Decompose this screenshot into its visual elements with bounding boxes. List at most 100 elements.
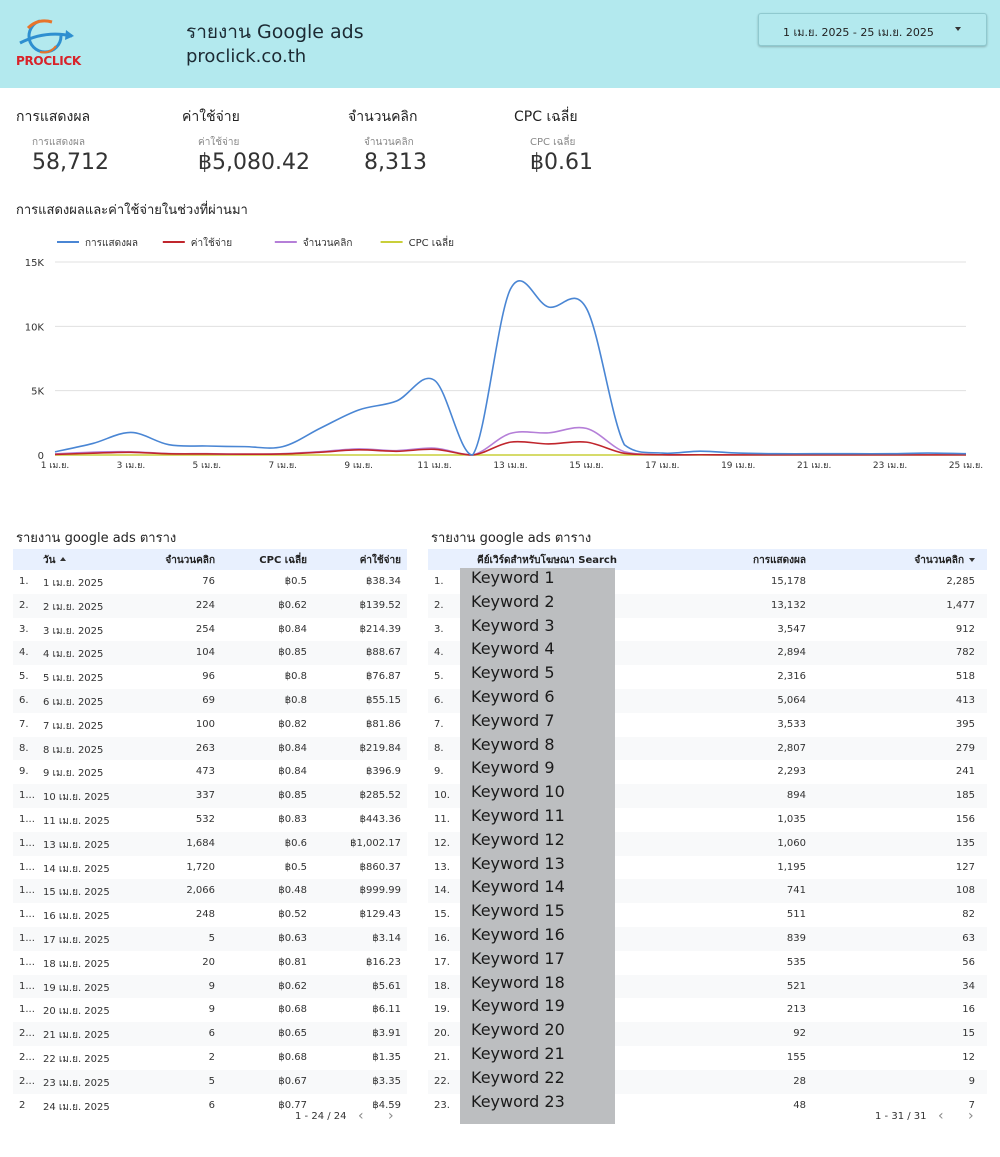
cell-impressions: 894 (786, 790, 806, 802)
column-header-clicks[interactable]: จำนวนคลิก (914, 553, 975, 568)
table-row[interactable]: 15. 511 82 (428, 903, 987, 927)
table-row[interactable]: 1... 20 เม.ย. 2025 9 ฿0.68 ฿6.11 (13, 998, 407, 1022)
cell-clicks: 82 (962, 909, 975, 921)
table-row[interactable]: 7. 7 เม.ย. 2025 100 ฿0.82 ฿81.86 (13, 713, 407, 737)
cell-keyword: Keyword 1 (471, 568, 555, 587)
cell-cost: ฿443.36 (359, 813, 401, 825)
row-index: 18. (434, 980, 450, 992)
cell-cost: ฿860.37 (359, 861, 401, 873)
scorecard-label: จำนวนคลิก (364, 137, 414, 148)
table-row[interactable]: 1... 17 เม.ย. 2025 5 ฿0.63 ฿3.14 (13, 926, 407, 951)
cell-date: 1 เม.ย. 2025 (43, 578, 104, 589)
prev-page-icon[interactable]: ‹ (938, 1108, 944, 1124)
table-row[interactable]: 9. 2,293 241 (428, 760, 987, 784)
table-row[interactable]: 2. 2 เม.ย. 2025 224 ฿0.62 ฿139.52 (13, 593, 407, 618)
table-row[interactable]: 3. 3 เม.ย. 2025 254 ฿0.84 ฿214.39 (13, 618, 407, 642)
x-tick-label: 15 เม.ย. (569, 461, 603, 471)
date-range-picker[interactable]: 1 เม.ย. 2025 - 25 เม.ย. 2025 (758, 13, 987, 46)
cell-cost: ฿81.86 (366, 718, 401, 730)
table-row[interactable]: 7. 3,533 395 (428, 713, 987, 737)
cell-clicks: 2,066 (186, 885, 215, 897)
cell-clicks: 15 (962, 1028, 975, 1040)
cell-clicks: 1,477 (946, 599, 975, 611)
cell-clicks: 127 (955, 861, 975, 873)
cell-impressions: 15,178 (771, 576, 806, 587)
column-header-keyword[interactable]: คีย์เวิร์ดสำหรับโฆษณา Search (477, 555, 617, 566)
table-row[interactable]: 1. 15,178 2,285 (428, 570, 987, 594)
table-row[interactable]: 19. 213 16 (428, 998, 987, 1022)
table-row[interactable]: 4. 4 เม.ย. 2025 104 ฿0.85 ฿88.67 (13, 641, 407, 666)
table-row[interactable]: 3. 3,547 912 (428, 618, 987, 642)
table-row[interactable]: 2... 21 เม.ย. 2025 6 ฿0.65 ฿3.91 (13, 1022, 407, 1046)
row-index: 2. (19, 599, 29, 611)
cell-date: 6 เม.ย. 2025 (43, 696, 104, 708)
table-row[interactable]: 5. 5 เม.ย. 2025 96 ฿0.8 ฿76.87 (13, 665, 407, 689)
x-tick-label: 3 เม.ย. (117, 461, 146, 471)
table-row[interactable]: 17. 535 56 (428, 951, 987, 975)
x-tick-label: 1 เม.ย. (41, 461, 70, 471)
table-row[interactable]: 1... 10 เม.ย. 2025 337 ฿0.85 ฿285.52 (13, 784, 407, 808)
cell-clicks: 63 (962, 932, 975, 944)
cell-cpc: ฿0.65 (278, 1028, 307, 1040)
table-daily: วัน จำนวนคลิก CPC เฉลี่ย ค่าใช้จ่าย 1. 1 … (13, 549, 407, 1125)
cell-cost: ฿55.15 (366, 694, 401, 706)
table-row[interactable]: 11. 1,035 156 (428, 808, 987, 832)
row-index: 1... (19, 909, 35, 921)
table-row[interactable]: 1... 19 เม.ย. 2025 9 ฿0.62 ฿5.61 (13, 974, 407, 999)
header-label: วัน (43, 555, 56, 566)
table-row[interactable]: 1... 15 เม.ย. 2025 2,066 ฿0.48 ฿999.99 (13, 879, 407, 904)
cell-cpc: ฿0.68 (278, 1004, 307, 1016)
row-index: 6. (19, 694, 29, 706)
row-index: 1... (19, 956, 35, 968)
table-row[interactable]: 21. 155 12 (428, 1046, 987, 1070)
row-index: 20. (434, 1028, 450, 1040)
table-row[interactable]: 8. 8 เม.ย. 2025 263 ฿0.84 ฿219.84 (13, 736, 407, 761)
row-index: 14. (434, 885, 450, 897)
cell-impressions: 2,894 (777, 647, 806, 659)
table-body[interactable]: 1. 1 เม.ย. 2025 76 ฿0.5 ฿38.34 2. 2 เม.ย. 2025… (13, 570, 407, 1125)
cell-impressions: 2,807 (777, 742, 806, 754)
cell-cost: ฿1,002.17 (350, 837, 401, 849)
table-row[interactable]: 1. 1 เม.ย. 2025 76 ฿0.5 ฿38.34 (13, 570, 407, 594)
next-page-icon[interactable]: › (388, 1108, 394, 1124)
table-row[interactable]: 9. 9 เม.ย. 2025 473 ฿0.84 ฿396.9 (13, 760, 407, 784)
row-index: 9. (434, 766, 444, 778)
table-row[interactable]: 1... 13 เม.ย. 2025 1,684 ฿0.6 ฿1,002.17 (13, 831, 407, 856)
column-header-cost[interactable]: ค่าใช้จ่าย (359, 555, 401, 566)
cell-date: 22 เม.ย. 2025 (43, 1053, 110, 1065)
row-index: 1... (19, 1004, 35, 1016)
cell-cost: ฿285.52 (359, 790, 401, 802)
table-row[interactable]: 1... 11 เม.ย. 2025 532 ฿0.83 ฿443.36 (13, 808, 407, 832)
cell-cost: ฿3.14 (372, 932, 401, 944)
cell-impressions: 535 (786, 956, 806, 968)
table-row[interactable]: 2 24 เม.ย. 2025 6 ฿0.77 ฿4.59 (13, 1094, 407, 1118)
table-row[interactable]: 1... 14 เม.ย. 2025 1,720 ฿0.5 ฿860.37 (13, 856, 407, 880)
prev-page-icon[interactable]: ‹ (358, 1108, 364, 1124)
cell-clicks: 7 (968, 1099, 975, 1111)
table-row[interactable]: 2... 22 เม.ย. 2025 2 ฿0.68 ฿1.35 (13, 1046, 407, 1070)
cell-cpc: ฿0.63 (278, 932, 307, 944)
column-header-date[interactable]: วัน (43, 553, 67, 568)
table-row[interactable]: 1... 16 เม.ย. 2025 248 ฿0.52 ฿129.43 (13, 903, 407, 927)
table-row[interactable]: 1... 18 เม.ย. 2025 20 ฿0.81 ฿16.23 (13, 951, 407, 975)
report-subtitle: proclick.co.th (186, 46, 307, 67)
y-tick-label: 10K (25, 322, 45, 333)
table-row[interactable]: 5. 2,316 518 (428, 665, 987, 689)
table-row[interactable]: 23. 48 7 (428, 1094, 987, 1118)
table-row[interactable]: 2... 23 เม.ย. 2025 5 ฿0.67 ฿3.35 (13, 1069, 407, 1094)
column-header-impressions[interactable]: การแสดงผล (753, 555, 806, 566)
column-header-clicks[interactable]: จำนวนคลิก (165, 555, 215, 566)
cell-clicks: 248 (195, 909, 215, 921)
table-row[interactable]: 13. 1,195 127 (428, 856, 987, 880)
cell-impressions: 48 (793, 1099, 806, 1111)
date-range-text: 1 เม.ย. 2025 - 25 เม.ย. 2025 (783, 26, 934, 39)
column-header-cpc[interactable]: CPC เฉลี่ย (259, 555, 307, 566)
y-tick-label: 0 (38, 451, 44, 462)
row-index: 5. (19, 671, 29, 683)
cell-impressions: 155 (786, 1051, 806, 1063)
cell-cost: ฿5.61 (372, 980, 401, 992)
table-row[interactable]: 6. 6 เม.ย. 2025 69 ฿0.8 ฿55.15 (13, 688, 407, 713)
next-page-icon[interactable]: › (968, 1108, 974, 1124)
row-index: 1... (19, 885, 35, 897)
row-index: 2... (19, 1051, 35, 1063)
